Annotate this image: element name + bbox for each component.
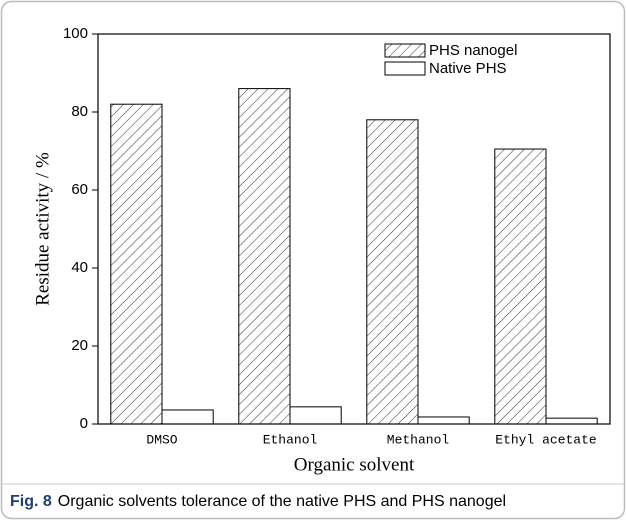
x-tick-label: Ethanol	[263, 432, 318, 447]
caption-label: Fig. 8	[10, 493, 52, 510]
y-tick-label: 60	[71, 181, 88, 198]
y-tick-label: 80	[71, 103, 88, 120]
x-tick-label: Methanol	[387, 432, 450, 447]
legend-label: Native PHS	[429, 60, 507, 77]
caption-text: Organic solvents tolerance of the native…	[58, 493, 506, 510]
legend-swatch	[384, 61, 426, 76]
y-tick-label: 20	[71, 337, 88, 354]
y-tick-label: 100	[63, 25, 88, 42]
bar	[238, 88, 291, 425]
bar	[366, 119, 419, 425]
bar	[161, 409, 214, 425]
bar	[289, 406, 342, 425]
plot-frame	[97, 33, 611, 425]
legend-label: PHS nanogel	[429, 42, 517, 59]
x-axis-label: Organic solvent	[294, 454, 415, 475]
y-axis-label: Residue activity / %	[32, 152, 53, 306]
legend-swatch	[384, 43, 426, 58]
y-tick-label: 0	[80, 415, 88, 432]
x-tick-label: Ethyl acetate	[495, 432, 596, 447]
bar	[494, 148, 547, 425]
caption: Fig. 8 Organic solvents tolerance of the …	[10, 493, 506, 510]
y-tick-label: 40	[71, 259, 88, 276]
bar	[110, 103, 163, 425]
bar	[417, 416, 470, 425]
bar	[545, 417, 598, 425]
x-tick-label: DMSO	[146, 432, 177, 447]
